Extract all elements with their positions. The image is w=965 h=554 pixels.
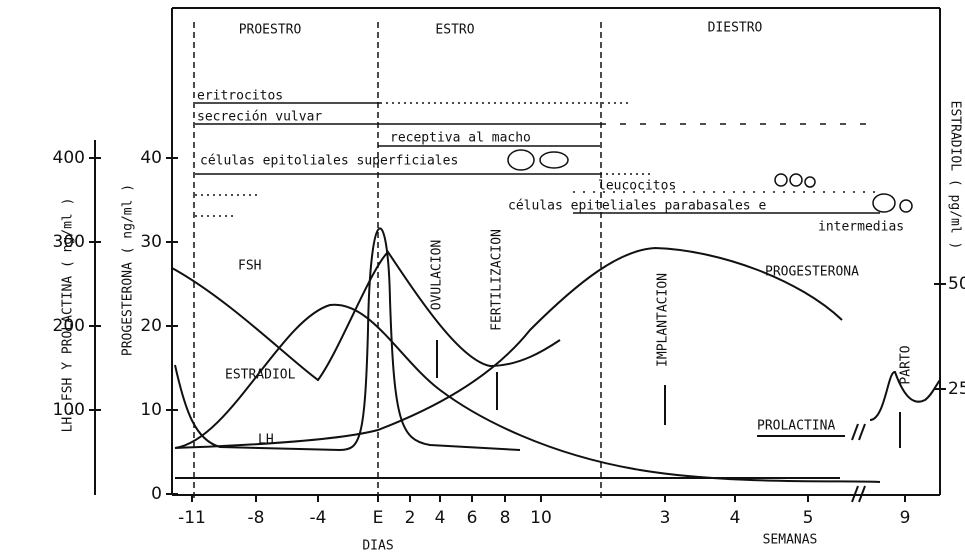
- phase-label: ESTRO: [435, 23, 474, 38]
- phase-label: DIESTRO: [708, 21, 763, 36]
- x-title: SEMANAS: [763, 533, 818, 548]
- tick-label: 10: [140, 400, 162, 420]
- curve-label: PROLACTINA: [757, 419, 835, 434]
- curve-label: PROGESTERONA: [765, 265, 859, 280]
- bar-label: células epiteliales parabasales e: [508, 199, 766, 214]
- tick-label: 25: [948, 379, 965, 399]
- x-tick-label: -8: [248, 508, 265, 528]
- x-tick-label: 2: [405, 508, 416, 528]
- chart: PROESTRO ESTRO DIESTRO eritrocitos secre…: [0, 0, 965, 554]
- curve-label: FSH: [238, 259, 261, 274]
- x-tick-label: 8: [500, 508, 511, 528]
- phase-label: PROESTRO: [239, 23, 302, 38]
- tick-label: 0: [151, 484, 162, 504]
- curve-label: ESTRADIOL: [225, 368, 296, 383]
- x-tick-label: E: [373, 508, 384, 528]
- tick-label: 20: [140, 316, 162, 336]
- y-title: PROGESTERONA ( ng/ml ): [121, 184, 136, 356]
- bar-label: células epitoliales superficiales: [200, 154, 458, 169]
- bar-label: eritrocitos: [197, 89, 283, 104]
- tick-label: 30: [140, 232, 162, 252]
- tick-label: 100: [53, 400, 85, 420]
- tick-label: 300: [53, 232, 85, 252]
- curve-label: LH: [258, 433, 274, 448]
- x-tick-label: 6: [467, 508, 478, 528]
- x-tick-label: 5: [803, 508, 814, 528]
- x-tick-label: 4: [730, 508, 741, 528]
- event-label: IMPLANTACION: [656, 273, 671, 367]
- event-label: OVULACION: [430, 240, 445, 310]
- x-tick-label: 9: [900, 508, 911, 528]
- y2-title: ESTRADIOL ( pg/ml ): [948, 101, 963, 250]
- event-label: FERTILIZACION: [490, 229, 505, 331]
- tick-label: 50: [948, 274, 965, 294]
- bar-label: secreción vulvar: [197, 110, 322, 125]
- event-label: PARTO: [899, 345, 914, 384]
- tick-label: 400: [53, 148, 85, 168]
- estradiol-curve: [175, 305, 880, 482]
- lh-curve: [175, 228, 520, 450]
- x-tick-label: -4: [310, 508, 327, 528]
- x-tick-label: 3: [660, 508, 671, 528]
- x-title: DIAS: [362, 539, 393, 554]
- x-tick-label: -11: [178, 508, 206, 528]
- bar-label: leucocitos: [598, 179, 676, 194]
- bar-label: intermedias: [818, 220, 904, 235]
- tick-label: 200: [53, 316, 85, 336]
- progesterona-curve: [175, 248, 842, 448]
- bar-label: receptiva al macho: [390, 131, 531, 146]
- tick-label: 40: [140, 148, 162, 168]
- x-tick-label: 10: [530, 508, 552, 528]
- x-tick-label: 4: [435, 508, 446, 528]
